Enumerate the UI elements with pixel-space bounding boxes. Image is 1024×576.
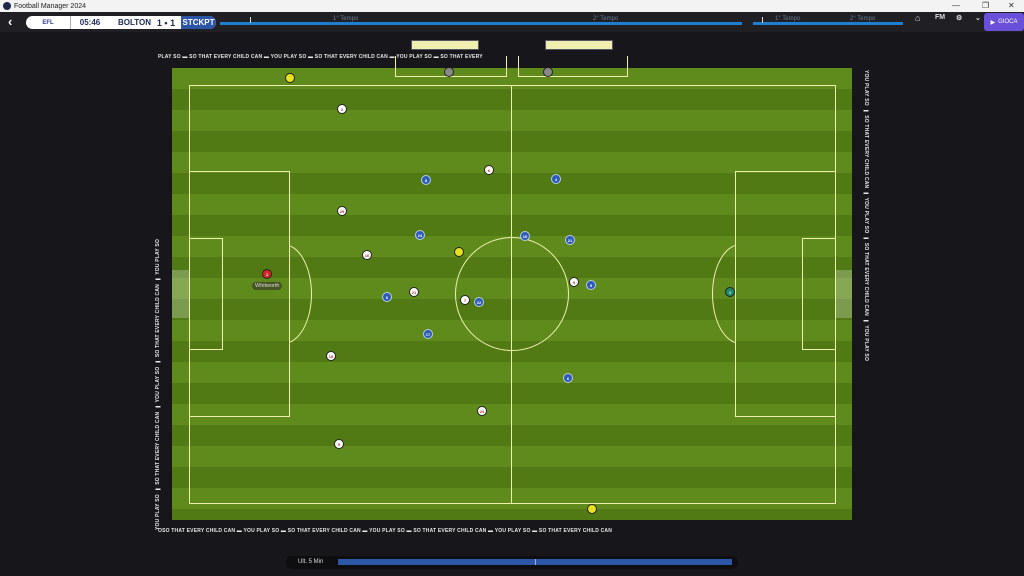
score: 1 • 1 <box>156 17 176 28</box>
right-six-yard-box <box>802 238 836 350</box>
away-player[interactable]: 24 <box>415 230 425 240</box>
fourth-official[interactable] <box>543 67 553 77</box>
ad-board-bottom: OSO THAT EVERY CHILD CAN ▬ YOU PLAY SO ▬… <box>158 528 613 534</box>
play-icon: ▶ <box>990 19 996 26</box>
mini-first-half: 1° Tempo <box>775 16 801 22</box>
left-goal <box>172 270 189 318</box>
minimize-button[interactable]: — <box>952 1 960 10</box>
fm-button[interactable]: FM <box>935 14 946 21</box>
back-chevron-icon[interactable]: ‹ <box>8 14 13 29</box>
away-player[interactable]: 4 <box>551 174 561 184</box>
home-player[interactable]: 16 <box>362 250 372 260</box>
left-six-yard-box <box>189 238 223 350</box>
momentum-label: Ult. 5 Min <box>298 559 324 565</box>
play-button[interactable]: ▶ GIOCA <box>984 13 1024 31</box>
away-player[interactable]: 1 <box>725 287 735 297</box>
timeline-second-half: 2° Tempo <box>593 16 619 22</box>
dugout-board-home <box>411 40 479 50</box>
referee[interactable] <box>285 73 295 83</box>
timeline-marker <box>250 17 251 23</box>
dugout-board-away <box>545 40 613 50</box>
app-logo-icon <box>3 2 11 10</box>
center-circle <box>455 237 569 351</box>
mini-timeline[interactable] <box>753 22 903 25</box>
home-player[interactable]: 9 <box>569 277 579 287</box>
momentum-bar: Ult. 5 Min <box>286 556 738 569</box>
scoreboard: EFL 05:46 BOLTON 1 • 1 STCKPT <box>26 16 216 29</box>
player-name-label: Whitworth <box>252 282 283 290</box>
close-button[interactable]: ✕ <box>1008 1 1015 10</box>
home-icon[interactable]: ⌂ <box>915 13 921 23</box>
home-player[interactable]: 6 <box>484 165 494 175</box>
mini-second-half: 2° Tempo <box>850 16 876 22</box>
play-label: GIOCA <box>998 19 1018 25</box>
home-player[interactable]: 1 <box>262 269 272 279</box>
match-timeline[interactable] <box>220 22 742 25</box>
away-player[interactable]: 6 <box>382 292 392 302</box>
away-player[interactable]: 10 <box>520 231 530 241</box>
window-titlebar: Football Manager 2024 — ❐ ✕ <box>0 0 1024 12</box>
home-player[interactable]: 29 <box>337 206 347 216</box>
gear-icon[interactable]: ⚙ <box>956 15 963 22</box>
away-player[interactable]: 21 <box>565 235 575 245</box>
home-player[interactable]: 18 <box>326 351 336 361</box>
momentum-fill <box>338 559 732 565</box>
referee[interactable] <box>587 504 597 514</box>
away-player[interactable]: 5 <box>586 280 596 290</box>
competition-badge: EFL <box>26 16 71 29</box>
ad-board-left: YOU PLAY SO ▬ SO THAT EVERY CHILD CAN ▬ … <box>155 238 161 530</box>
window-title: Football Manager 2024 <box>14 2 86 10</box>
away-player[interactable]: 6 <box>563 373 573 383</box>
ad-board-top: PLAY SO ▬ SO THAT EVERY CHILD CAN ▬ YOU … <box>158 54 483 60</box>
match-clock: 05:46 <box>79 18 101 27</box>
away-player[interactable]: 8 <box>421 175 431 185</box>
away-player[interactable]: 22 <box>474 297 484 307</box>
dugout-away <box>518 56 628 77</box>
home-player[interactable]: 2 <box>337 104 347 114</box>
home-player[interactable]: 5 <box>334 439 344 449</box>
away-player[interactable]: 17 <box>423 329 433 339</box>
timeline-marker <box>762 17 763 23</box>
restore-button[interactable]: ❐ <box>982 1 990 10</box>
referee[interactable] <box>454 247 464 257</box>
ad-board-right: YOU PLAY SO ▬ SO THAT EVERY CHILD CAN ▬ … <box>863 70 869 362</box>
home-team: BOLTON <box>117 18 151 27</box>
home-player[interactable]: 23 <box>477 406 487 416</box>
pitch <box>172 56 852 520</box>
timeline-first-half: 1° Tempo <box>333 16 359 22</box>
fourth-official[interactable] <box>444 67 454 77</box>
chevron-down-icon[interactable]: ⌄ <box>975 15 981 22</box>
right-goal <box>836 270 852 318</box>
away-team: STCKPT <box>181 16 216 29</box>
home-player[interactable]: 7 <box>460 295 470 305</box>
home-player[interactable]: 21 <box>409 287 419 297</box>
